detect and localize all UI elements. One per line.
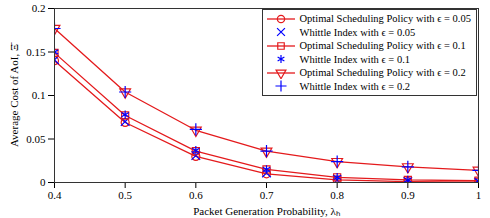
html-text:Whittle Index with ϵ = 0.05: Whittle Index with ϵ = 0.05 — [299, 26, 416, 38]
svg-text:0.4: 0.4 — [48, 189, 62, 201]
svg-text:0.9: 0.9 — [401, 189, 415, 201]
svg-text:0.1: 0.1 — [32, 89, 46, 101]
svg-text:0.6: 0.6 — [189, 189, 203, 201]
svg-text:1: 1 — [476, 189, 482, 201]
html-text:Whittle Index with ϵ = 0.2: Whittle Index with ϵ = 0.2 — [299, 80, 410, 92]
svg-text:Packet Generation Probability,: Packet Generation Probability, λₕ — [193, 205, 340, 217]
svg-text:0.15: 0.15 — [26, 46, 46, 58]
html-text:Optimal Scheduling Policy with: Optimal Scheduling Policy with ϵ = 0.05 — [299, 13, 471, 25]
html-text:Optimal Scheduling Policy with: Optimal Scheduling Policy with ϵ = 0.1 — [299, 40, 466, 52]
svg-text:0.8: 0.8 — [330, 189, 344, 201]
svg-text:0.5: 0.5 — [118, 189, 132, 201]
html-text:Optimal Scheduling Policy with: Optimal Scheduling Policy with ϵ = 0.2 — [299, 67, 466, 79]
svg-text:Average Cost of AoI, Ξ̄: Average Cost of AoI, Ξ̄ — [8, 42, 20, 147]
svg-text:0.7: 0.7 — [260, 189, 274, 201]
html-text:Whittle Index with ϵ = 0.1: Whittle Index with ϵ = 0.1 — [299, 53, 410, 65]
svg-text:0.2: 0.2 — [32, 2, 46, 14]
svg-text:0.05: 0.05 — [26, 133, 46, 145]
svg-text:0: 0 — [40, 176, 46, 188]
